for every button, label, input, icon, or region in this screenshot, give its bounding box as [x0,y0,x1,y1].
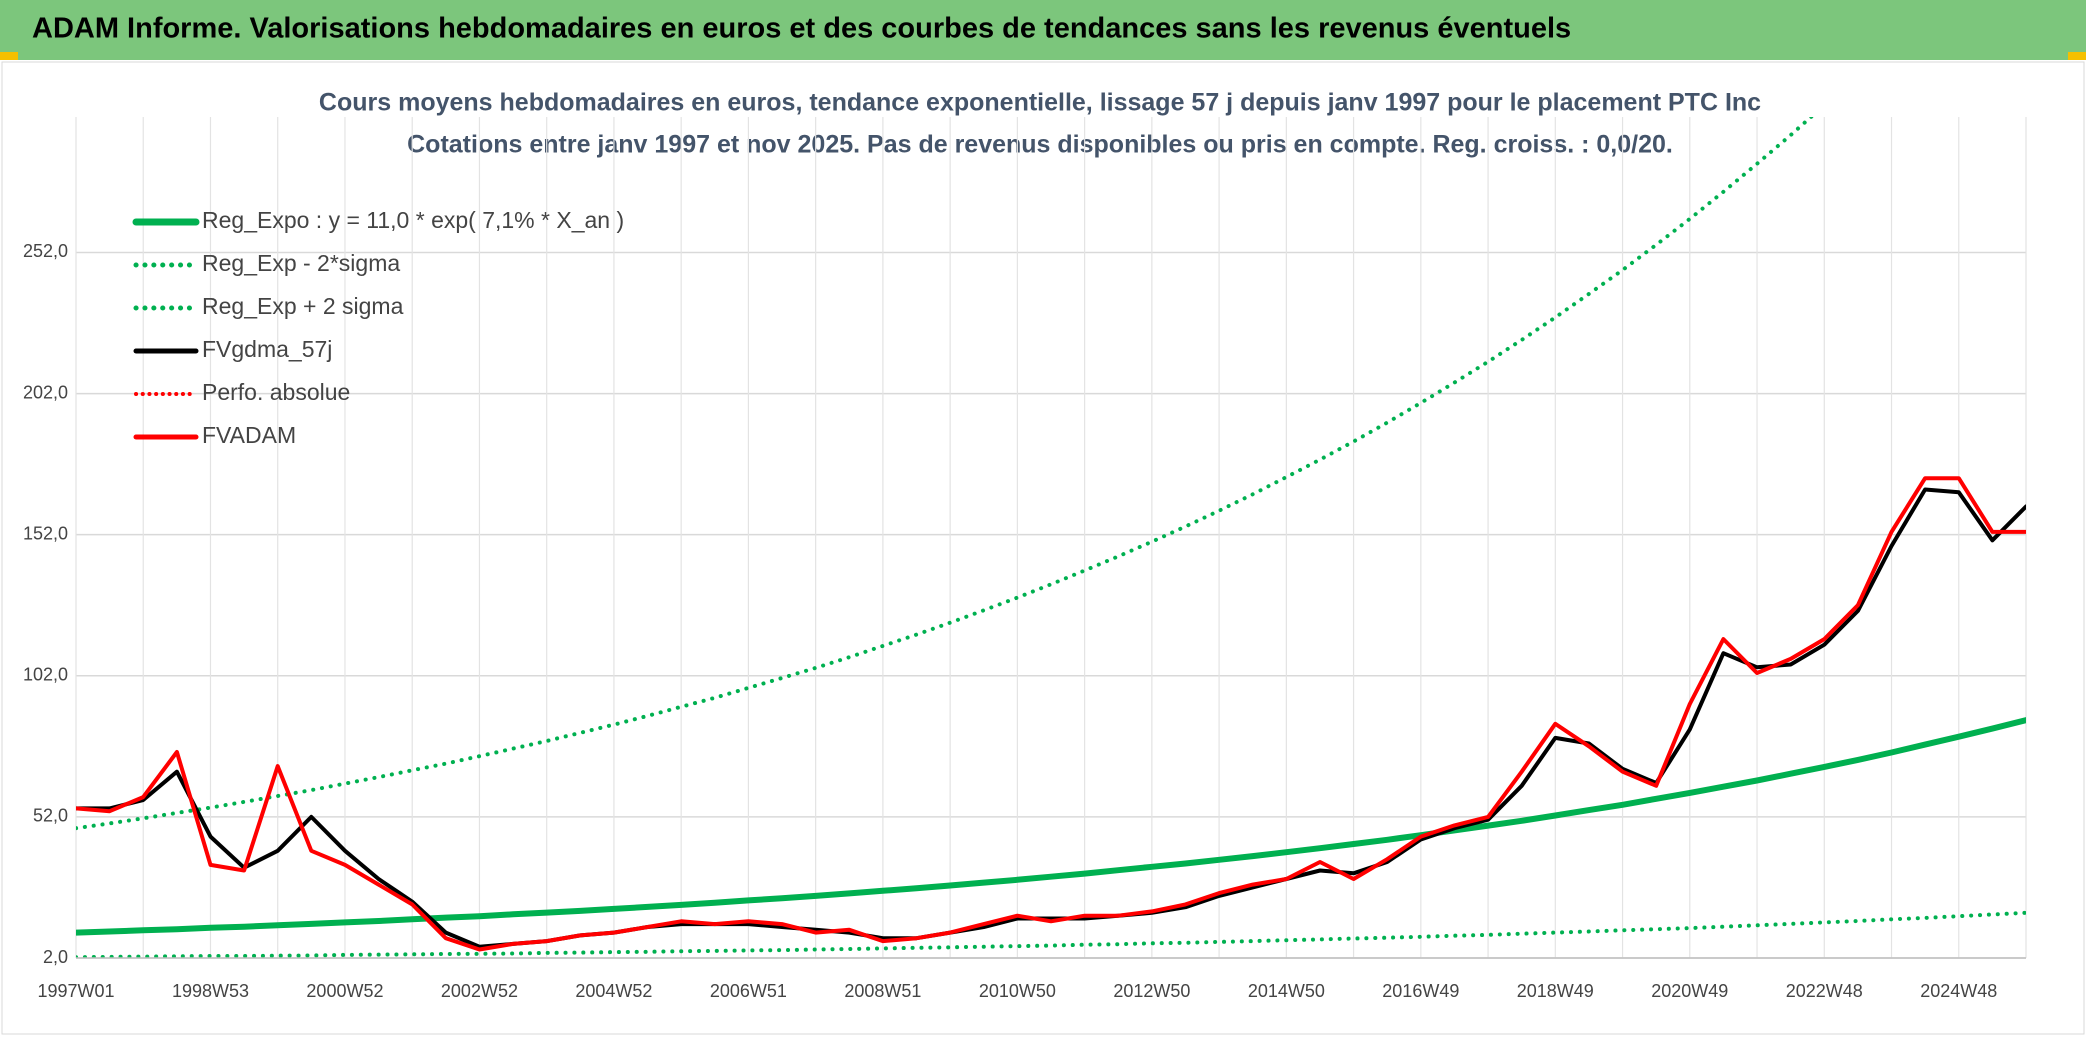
x-tick-label: 2020W49 [1651,981,1728,1001]
title-banner [0,0,2086,60]
x-tick-label: 1997W01 [37,981,114,1001]
series-line [76,487,2026,949]
x-tick-label: 2018W49 [1517,981,1594,1001]
x-tick-label: 2002W52 [441,981,518,1001]
legend-label: Reg_Exp + 2 sigma [202,293,404,319]
x-tick-label: 2004W52 [575,981,652,1001]
plot-area [76,117,2026,958]
legend-label: Perfo. absolue [202,379,350,405]
legend-label: FVADAM [202,422,296,448]
series-line [76,717,2026,936]
x-tick-label: 2006W51 [710,981,787,1001]
chart-frame [1,61,2085,1035]
legend-label: Reg_Exp - 2*sigma [202,250,400,276]
x-tick-label: 2010W50 [979,981,1056,1001]
y-tick-label: 2,0 [43,947,68,967]
series-line [76,117,1814,831]
y-tick-label: 52,0 [33,806,68,826]
x-tick-label: 2008W51 [844,981,921,1001]
x-tick-label: 2012W50 [1113,981,1190,1001]
x-tick-label: 2024W48 [1920,981,1997,1001]
page-title: ADAM Informe. Valorisations hebdomadaire… [32,13,1571,45]
x-tick-label: 2000W52 [306,981,383,1001]
y-tick-label: 202,0 [23,382,68,402]
x-tick-label: 1998W53 [172,981,249,1001]
x-tick-label: 2022W48 [1786,981,1863,1001]
legend-label: FVgdma_57j [202,336,332,362]
corner-mark [0,52,18,60]
corner-mark [2068,52,2086,60]
legend: Reg_Expo : y = 11,0 * exp( 7,1% * X_an )… [132,207,624,448]
x-tick-label: 2016W49 [1382,981,1459,1001]
series-line [76,476,2026,952]
x-tick-label: 2014W50 [1248,981,1325,1001]
axes: 2,0 52,0 102,0 152,0 202,0 252,0 1997W01 1998W5… [23,241,2026,1001]
legend-label: Reg_Expo : y = 11,0 * exp( 7,1% * X_an ) [202,207,624,233]
chart-subtitle: Cotations entre janv 1997 et nov 2025. P… [407,131,1673,159]
y-tick-label: 252,0 [23,241,68,261]
y-tick-label: 152,0 [23,523,68,543]
y-tick-label: 102,0 [23,665,68,685]
grid [75,117,2027,959]
chart-subtitle: Cours moyens hebdomadaires en euros, ten… [319,89,1761,117]
